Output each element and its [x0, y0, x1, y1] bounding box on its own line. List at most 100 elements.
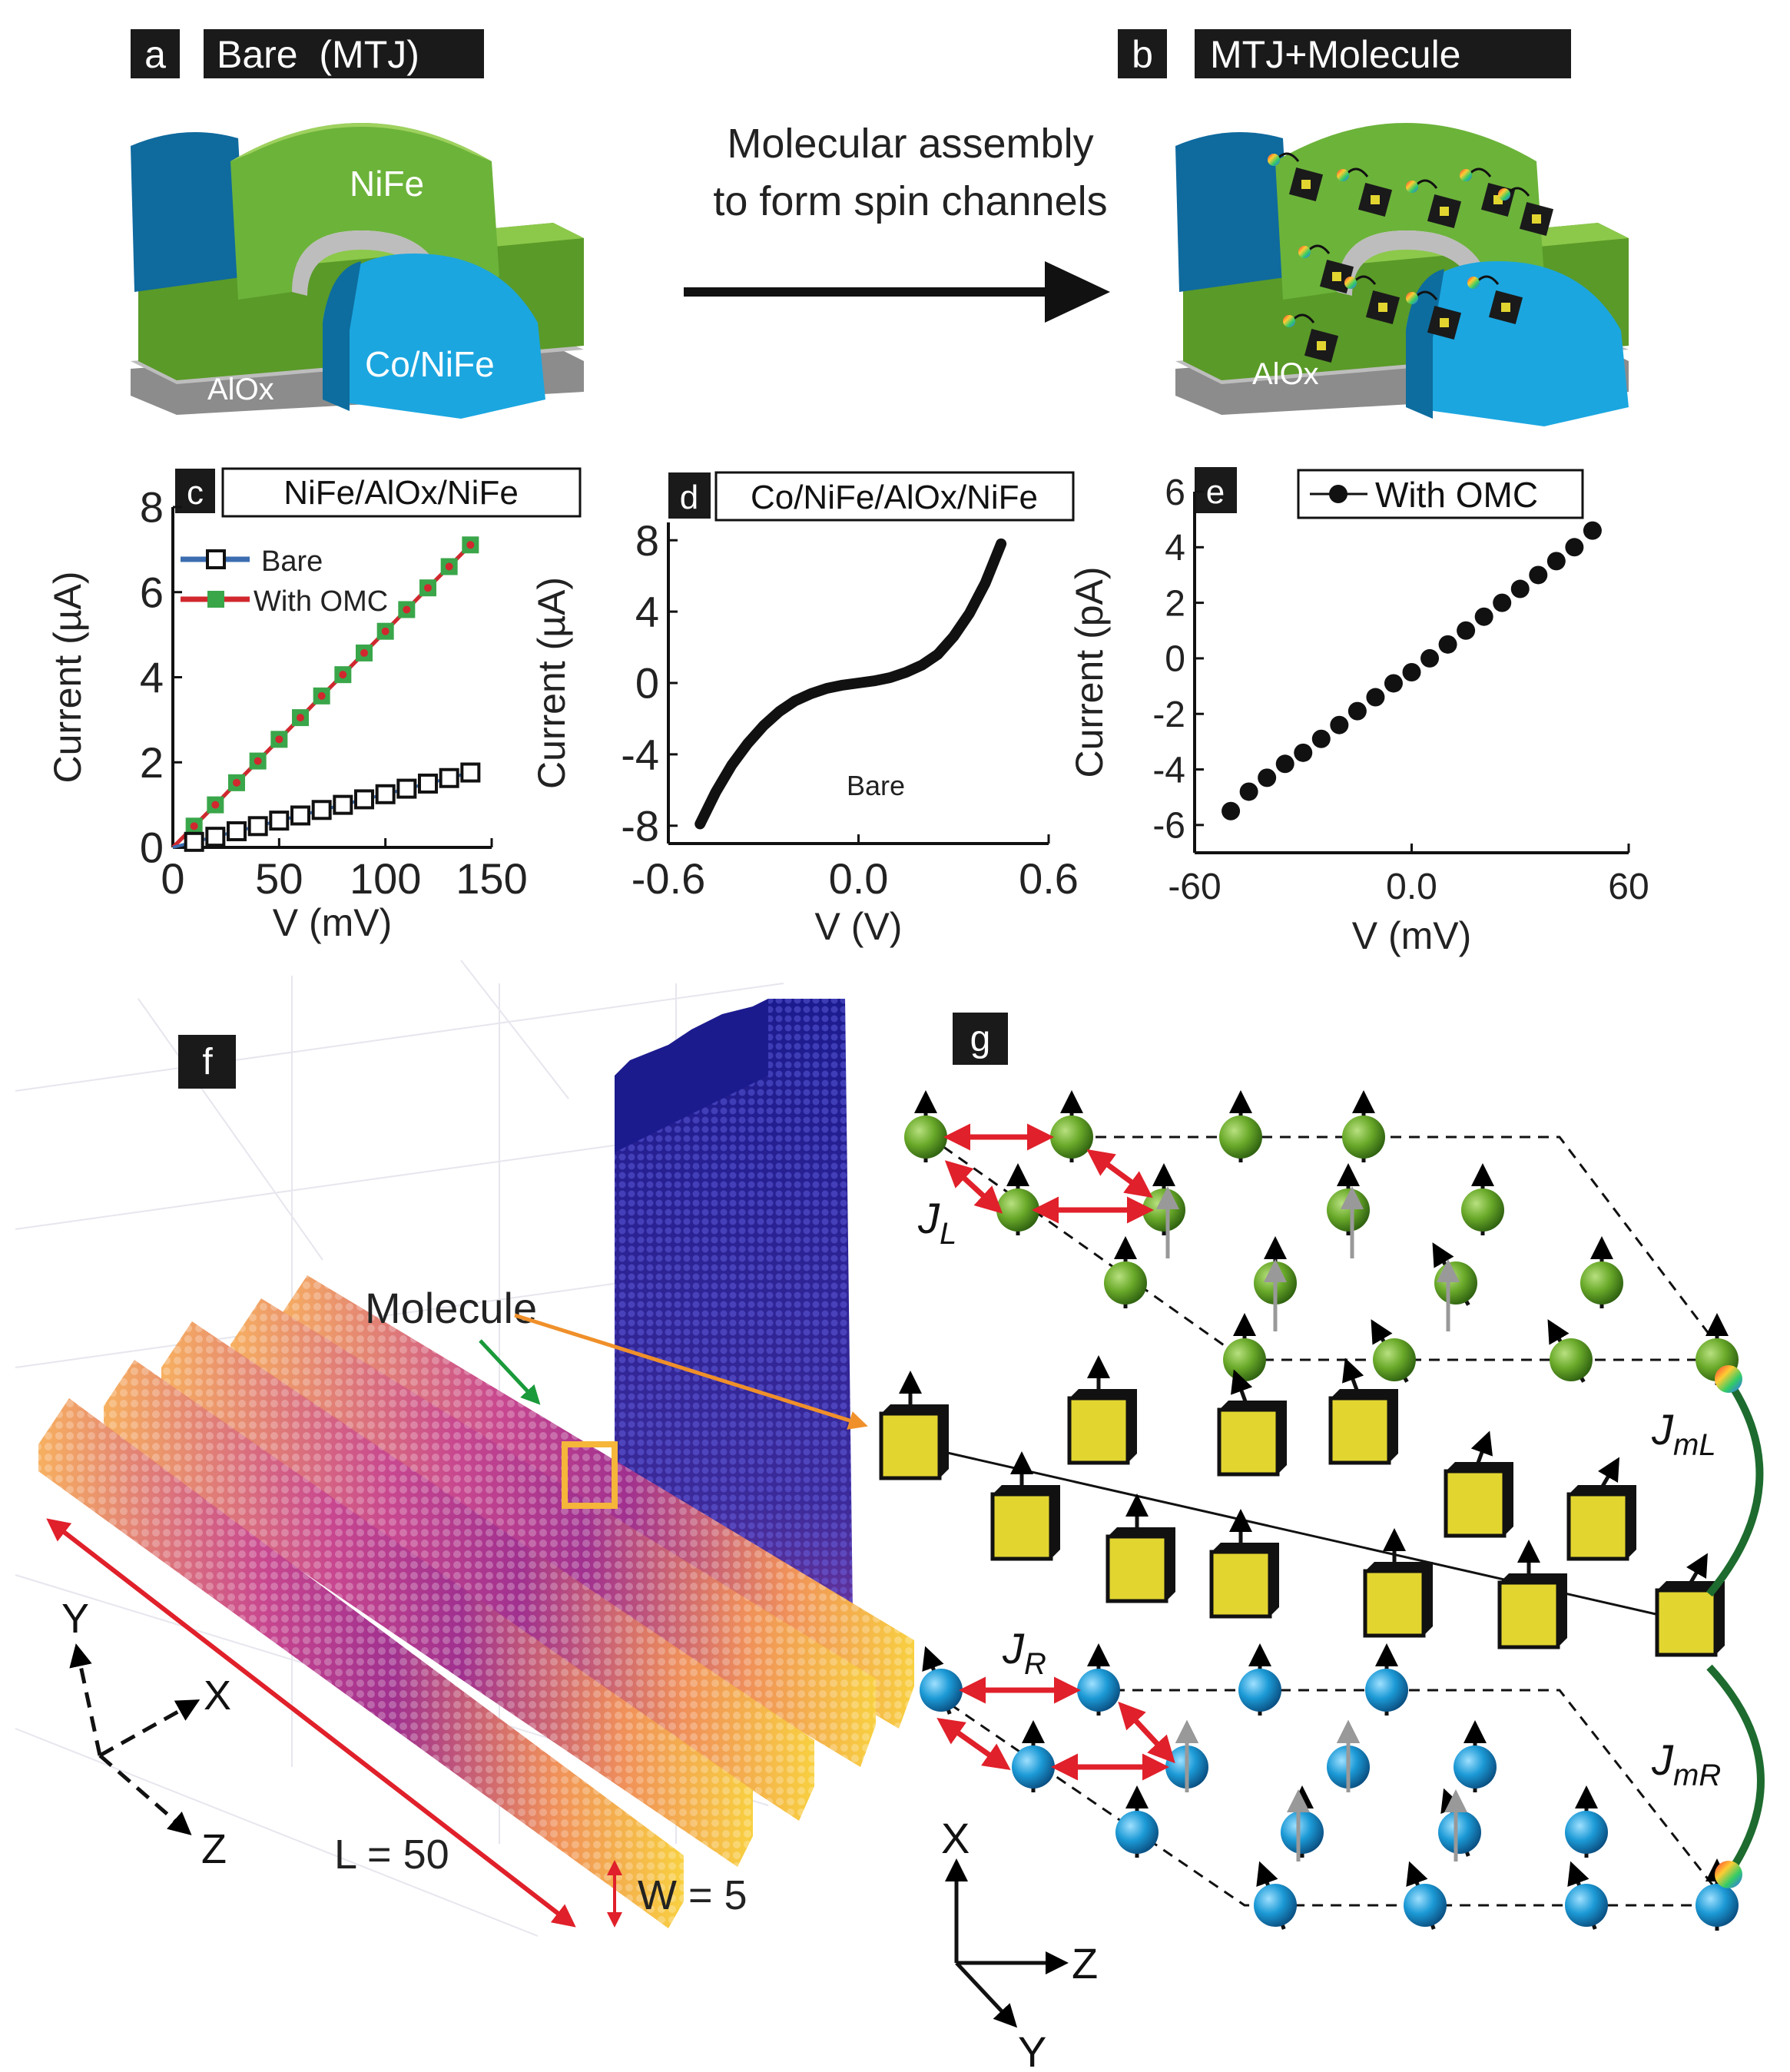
- b-molecule-core: [1532, 214, 1541, 224]
- chart-c-bare-point: [460, 762, 481, 783]
- chart-e-point: [1493, 593, 1512, 612]
- chartC-x-tick-label: 100: [350, 854, 421, 903]
- b-molecule-anchor: [1498, 188, 1510, 201]
- b-molecule-anchor: [1337, 169, 1349, 181]
- g-axis-y: Y: [1018, 2027, 1046, 2072]
- g-jml-link: [1706, 1373, 1764, 1597]
- chartE-x-tick-label: 60: [1608, 867, 1649, 907]
- chart-e-point: [1529, 565, 1548, 585]
- panel-c-title: NiFe/AlOx/NiFe: [283, 474, 519, 512]
- g-green-atom: [1580, 1261, 1623, 1305]
- chart-c-bare-point: [184, 831, 204, 852]
- b-molecule-core: [1301, 180, 1311, 189]
- molecular-channels: [1268, 152, 1554, 363]
- b-molecule-core: [1332, 272, 1341, 281]
- chartD-y-tick-label: 8: [635, 516, 659, 565]
- chartC-y-tick-label: 0: [140, 824, 164, 872]
- chart-c-omc-point-center: [445, 562, 453, 571]
- chart-c-bare-point: [269, 811, 290, 831]
- panel-c-letter: c: [187, 474, 204, 512]
- g-green-atom: [1327, 1188, 1370, 1232]
- g-molecule-cube: [1566, 1492, 1629, 1561]
- mtj-molecule-illustration: AlOx: [1175, 123, 1629, 426]
- panel-b: b MTJ+Molecule AlOx: [1118, 29, 1629, 426]
- panel-c-title-box: [221, 467, 582, 518]
- g-jl-arrow: [1086, 1149, 1153, 1198]
- b-molecule-anchor: [1467, 277, 1480, 289]
- chart-e-point: [1510, 579, 1530, 598]
- chartD-y-tick-label: -8: [621, 801, 659, 850]
- chart-c-omc-point-center: [403, 605, 411, 614]
- g-green-atom: [1461, 1188, 1504, 1232]
- chartE-y-label: Current (pA): [1068, 566, 1111, 777]
- nife-arch-b: [1275, 123, 1544, 300]
- arrow-text-line2: to form spin channels: [713, 178, 1107, 224]
- g-blue-atom: [1238, 1669, 1281, 1712]
- f-width-label: W = 5: [638, 1872, 747, 1918]
- co-left-block-b: [1175, 132, 1291, 292]
- f-axes: [69, 1643, 201, 1835]
- g-label-jr: JR: [1002, 1624, 1046, 1681]
- chartE-y-tick-label: -4: [1152, 750, 1185, 791]
- b-molecule-core: [1501, 303, 1510, 312]
- chartC-x-label: V (mV): [273, 901, 393, 944]
- chart-c-bare-point: [205, 827, 226, 847]
- f-axis-y: Y: [61, 1596, 89, 1642]
- b-molecule-anchor: [1283, 315, 1295, 327]
- g-label-jmr: JmR: [1651, 1736, 1721, 1792]
- chartE-y-tick-label: 4: [1165, 528, 1185, 569]
- g-green-atom: [1219, 1116, 1262, 1159]
- chart-c: 0 50 100 150 0 2 4 6 8 V (mV) Current (µA) Bare With…: [46, 483, 528, 944]
- chart-e-point: [1258, 768, 1277, 787]
- chart-c-omc-point-center: [190, 822, 198, 830]
- chart-d-curve: [694, 538, 1007, 830]
- g-site-rainbow-bottom: [1715, 1861, 1742, 1888]
- f-axis-x: X: [204, 1673, 231, 1719]
- chart-c-legend-omc-label: With OMC: [254, 585, 388, 618]
- chart-e-point: [1366, 688, 1385, 707]
- g-molecule-cube: [1328, 1396, 1391, 1465]
- g-molecule-cube: [1105, 1534, 1168, 1603]
- chart-e-point: [1583, 521, 1602, 540]
- chartD-y-tick-label: 0: [635, 659, 659, 708]
- chartE-y-tick-label: 0: [1165, 639, 1185, 680]
- b-molecule-core: [1378, 303, 1387, 312]
- g-jr-arrow: [936, 1717, 1011, 1771]
- b-molecule-anchor: [1344, 277, 1357, 289]
- chart-e-point: [1347, 701, 1367, 721]
- g-label-jml-sub: mL: [1673, 1428, 1716, 1462]
- chart-e-point: [1546, 552, 1566, 571]
- g-green-atom: [1373, 1338, 1416, 1381]
- chartC-x-tick-label: 50: [255, 854, 303, 903]
- g-blue-atom: [1696, 1884, 1739, 1927]
- g-blue-atom: [1077, 1669, 1120, 1712]
- chart-c-omc-point-center: [317, 691, 326, 700]
- chart-e-point: [1311, 729, 1331, 748]
- g-molecule-cube: [1444, 1469, 1507, 1538]
- chart-c-legend-omc-marker: [207, 591, 224, 608]
- chartD-x-label: V (V): [815, 905, 903, 948]
- chart-c-bare-point: [227, 821, 247, 841]
- f-length-label: L = 50: [334, 1832, 449, 1878]
- g-axes: [945, 1858, 1069, 2028]
- panel-g-letter-box: [953, 1013, 1008, 1065]
- chartC-y-label: Current (µA): [46, 571, 89, 783]
- g-green-atom: [1550, 1338, 1593, 1381]
- chartC-y-tick-label: 2: [140, 738, 164, 787]
- chart-c-bare-point: [290, 805, 310, 826]
- chart-c-omc-point-center: [211, 801, 220, 809]
- g-molecule-cube: [879, 1411, 942, 1480]
- chart-d-annotation: Bare: [847, 770, 905, 801]
- g-lattice: [879, 1090, 1739, 1931]
- g-blue-atom: [1404, 1884, 1447, 1927]
- g-molecule-cube: [1067, 1396, 1130, 1465]
- chartC-y-tick-label: 8: [140, 483, 164, 532]
- g-blue-atom: [1012, 1745, 1055, 1789]
- chart-c-omc-point-center: [381, 627, 389, 635]
- f-axis-z: Z: [201, 1826, 227, 1872]
- g-molecule-cube: [990, 1492, 1053, 1561]
- g-top-frame: [926, 1135, 1732, 1361]
- chart-e: -60 0.0 60 -6 -4 -2 0 2 4 6 V (mV) Current (pA): [1068, 472, 1649, 957]
- g-blue-atom: [1438, 1811, 1481, 1854]
- chartD-y-label: Current (µA): [530, 577, 573, 789]
